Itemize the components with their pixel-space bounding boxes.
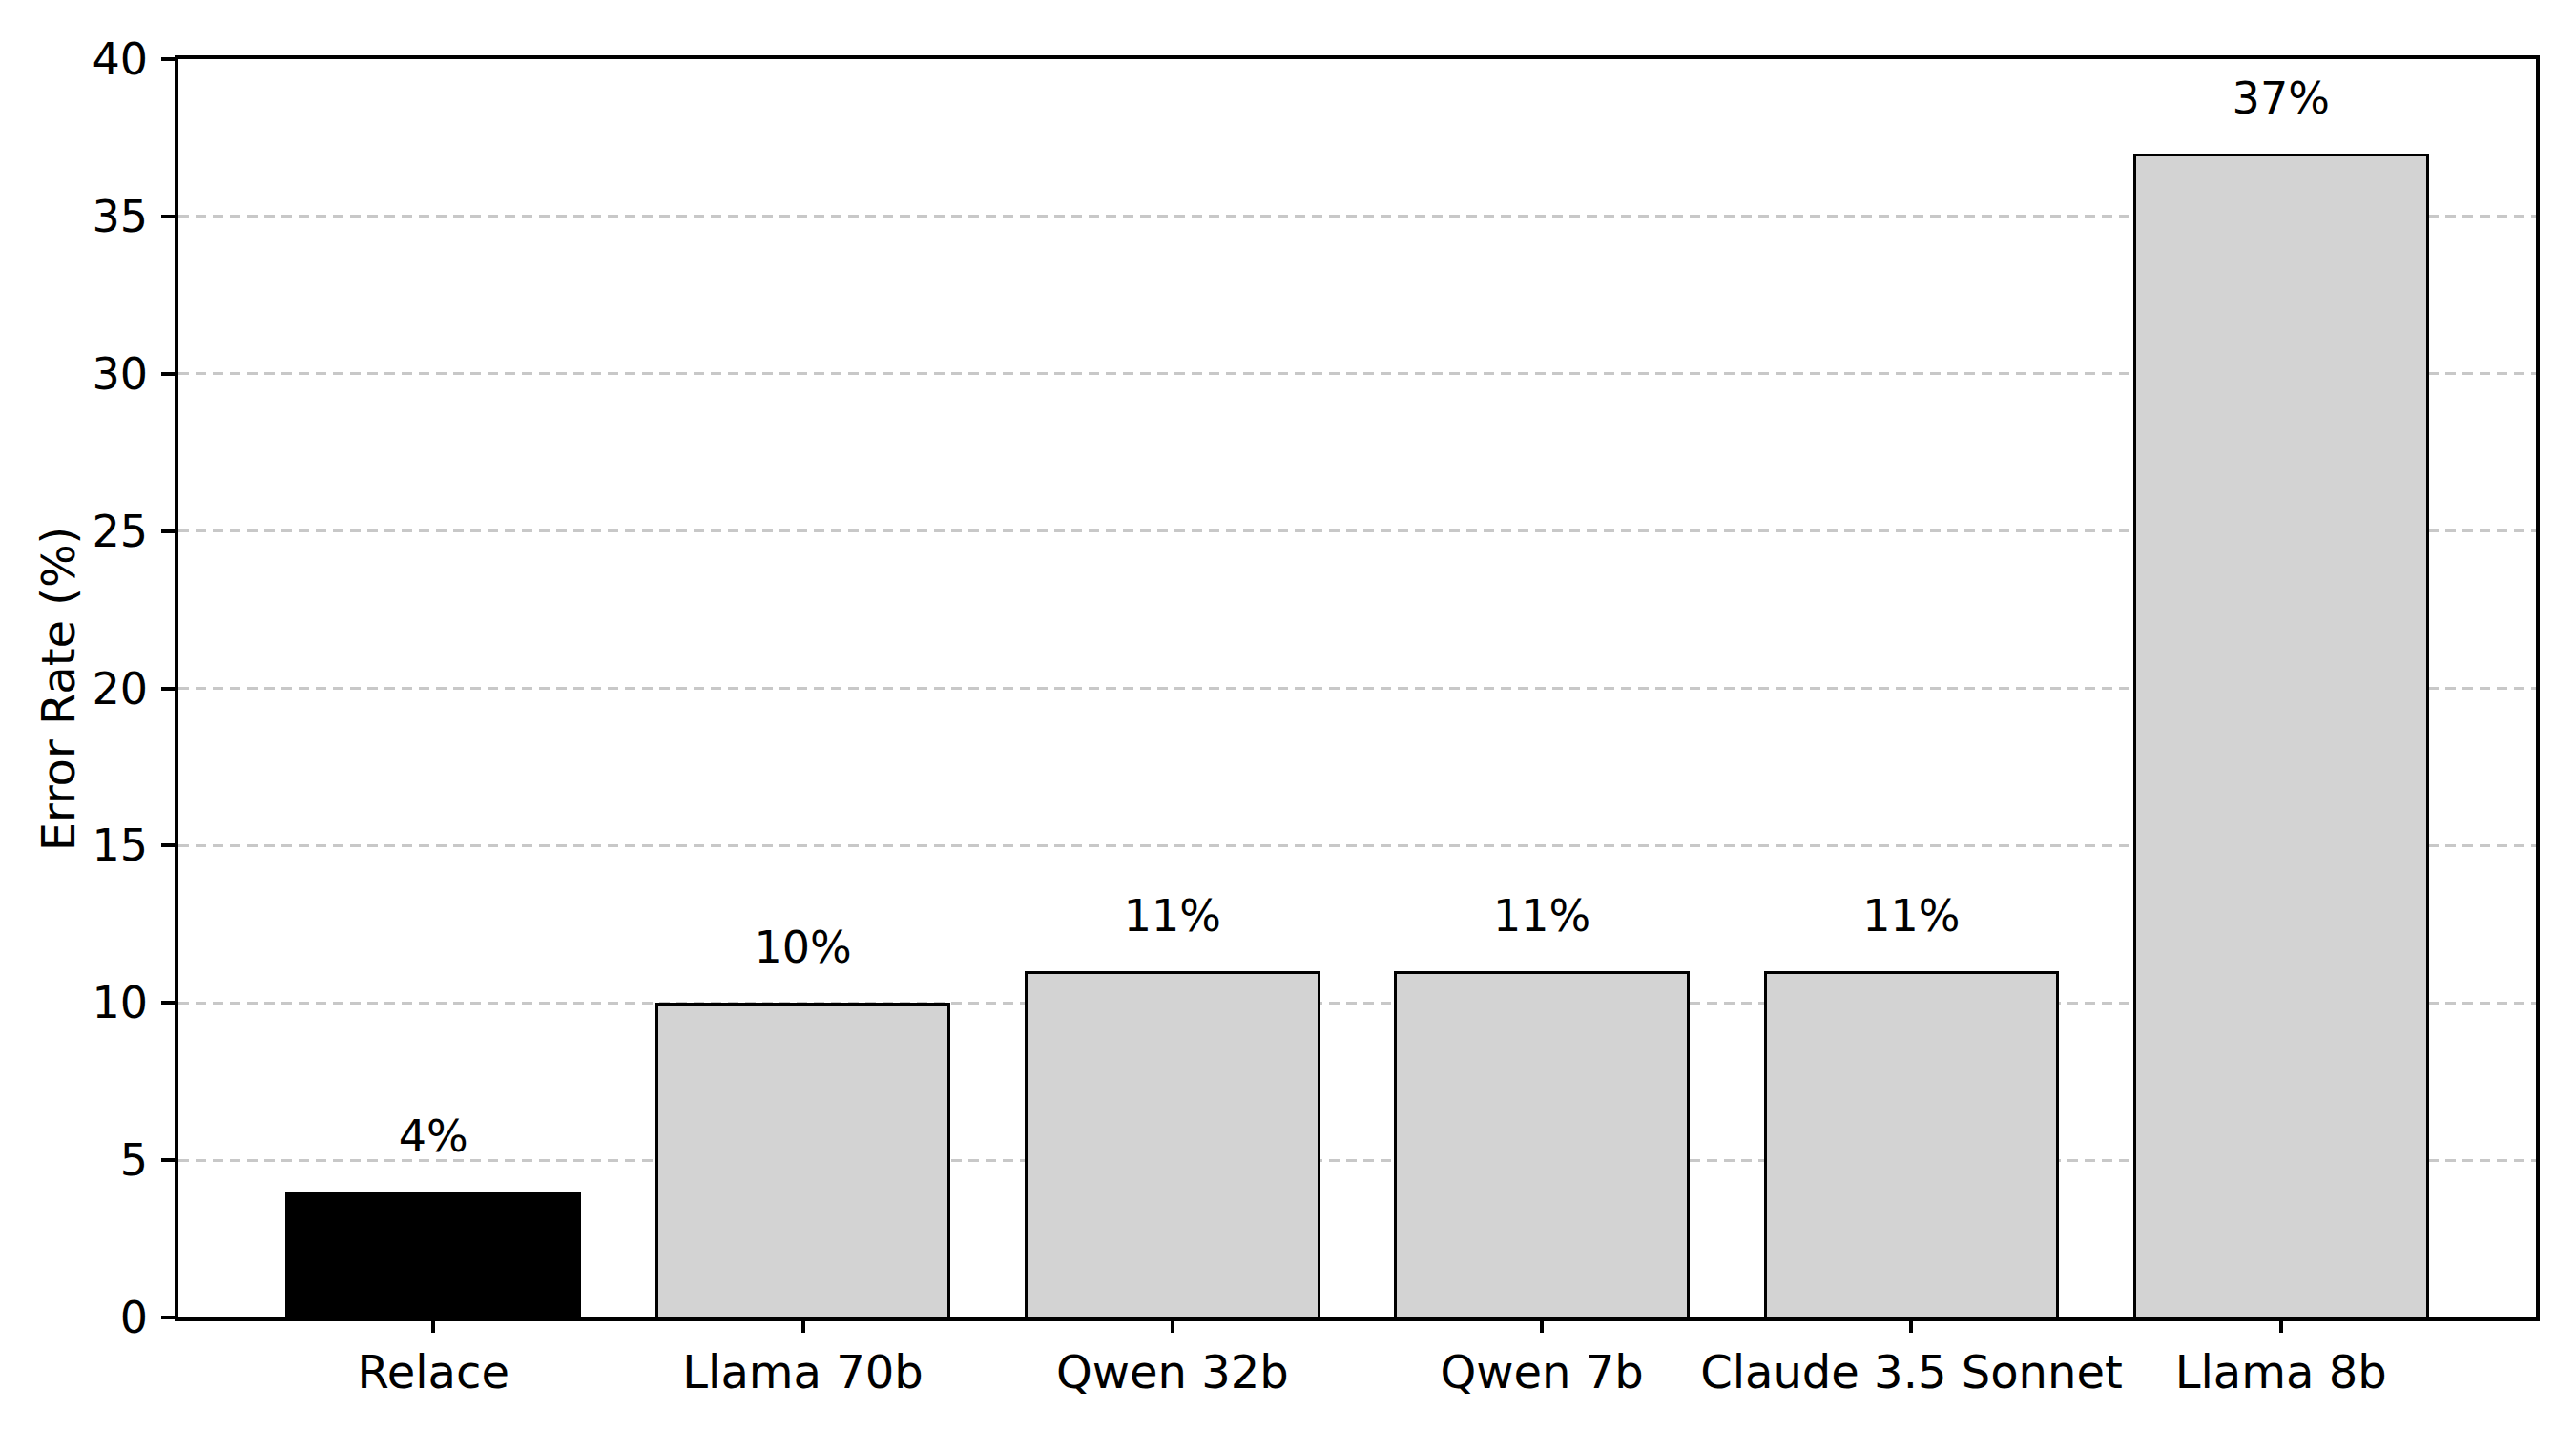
x-tick-llama-70b bbox=[801, 1317, 805, 1333]
x-tick-relace bbox=[431, 1317, 435, 1333]
y-tick-label-35: 35 bbox=[19, 190, 148, 243]
bar-llama-70b bbox=[655, 1003, 951, 1321]
bar-value-label-qwen-32b: 11% bbox=[1025, 889, 1320, 943]
bar-value-label-qwen-7b: 11% bbox=[1394, 889, 1690, 943]
y-tick-label-10: 10 bbox=[19, 976, 148, 1029]
y-tick-10 bbox=[161, 1001, 177, 1005]
bar-relace bbox=[285, 1192, 581, 1321]
x-category-label-llama-8b: Llama 8b bbox=[2033, 1343, 2529, 1400]
x-tick-claude-3-5-sonnet bbox=[1909, 1317, 1913, 1333]
y-tick-label-0: 0 bbox=[19, 1291, 148, 1344]
y-tick-label-5: 5 bbox=[19, 1133, 148, 1187]
y-axis-label: Error Rate (%) bbox=[31, 526, 85, 851]
bar-qwen-7b bbox=[1394, 971, 1690, 1321]
bar-value-label-llama-8b: 37% bbox=[2133, 72, 2429, 125]
y-tick-35 bbox=[161, 215, 177, 218]
y-tick-label-30: 30 bbox=[19, 347, 148, 401]
bar-value-label-llama-70b: 10% bbox=[655, 921, 951, 974]
bar-llama-8b bbox=[2133, 154, 2429, 1321]
x-tick-qwen-7b bbox=[1540, 1317, 1544, 1333]
y-tick-25 bbox=[161, 529, 177, 533]
x-tick-llama-8b bbox=[2279, 1317, 2283, 1333]
y-tick-5 bbox=[161, 1158, 177, 1162]
y-tick-0 bbox=[161, 1316, 177, 1319]
bar-value-label-claude-3-5-sonnet: 11% bbox=[1764, 889, 2060, 943]
y-tick-30 bbox=[161, 372, 177, 376]
y-tick-20 bbox=[161, 687, 177, 691]
x-tick-qwen-32b bbox=[1171, 1317, 1174, 1333]
bar-qwen-32b bbox=[1025, 971, 1320, 1321]
bar-claude-3-5-sonnet bbox=[1764, 971, 2060, 1321]
y-tick-15 bbox=[161, 843, 177, 847]
y-tick-label-40: 40 bbox=[19, 32, 148, 86]
y-tick-40 bbox=[161, 57, 177, 61]
bar-value-label-relace: 4% bbox=[285, 1110, 581, 1163]
bar-chart-figure: 05101520253035404%Relace10%Llama 70b11%Q… bbox=[0, 0, 2576, 1431]
